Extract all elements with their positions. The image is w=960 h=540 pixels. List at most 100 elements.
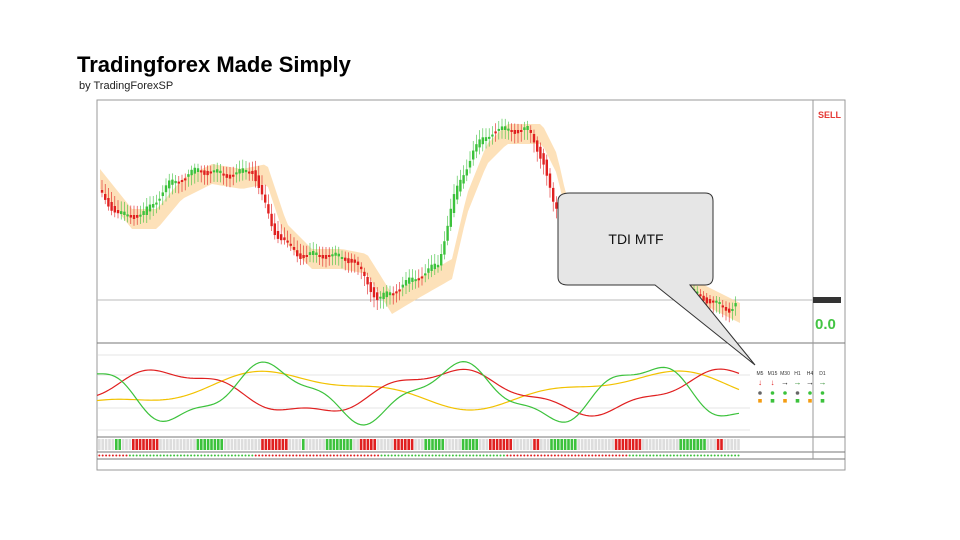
signal-bar <box>315 439 319 450</box>
signal-dot <box>356 454 359 457</box>
signal-bar <box>206 439 210 450</box>
candle <box>219 170 222 174</box>
signal-bar <box>373 439 376 450</box>
signal-dot <box>594 454 597 457</box>
candle <box>107 198 110 207</box>
candle <box>193 167 196 174</box>
signal-bar <box>166 439 169 450</box>
candle <box>305 255 308 257</box>
signal-dot <box>564 454 567 457</box>
signal-bar <box>458 439 461 450</box>
candle <box>126 214 129 217</box>
signal-bar <box>128 439 132 450</box>
signal-bar <box>359 439 363 450</box>
signal-bar <box>342 439 346 450</box>
signal-dot <box>557 454 560 457</box>
signal-bar <box>244 439 247 450</box>
signal-dot <box>547 454 550 457</box>
candle <box>196 168 200 172</box>
timeframe-label: M15 <box>768 371 778 377</box>
signal-dot <box>669 454 672 457</box>
signal-bar <box>495 439 499 450</box>
signal-bar <box>455 439 458 450</box>
signal-dot <box>404 454 407 457</box>
signal-bar <box>193 439 196 450</box>
candle <box>356 261 360 265</box>
candle <box>513 130 516 134</box>
candle <box>216 169 219 173</box>
signal-dot <box>577 454 580 457</box>
signal-bar <box>611 439 614 450</box>
signal-bar <box>281 439 285 450</box>
signal-bar <box>570 439 574 450</box>
signal-bar <box>421 439 424 450</box>
signal-dot <box>723 454 726 457</box>
signal-dot <box>574 454 577 457</box>
signal-dot <box>506 454 509 457</box>
signal-bar <box>499 439 502 450</box>
signal-bar <box>502 439 506 450</box>
signal-bar <box>716 439 720 450</box>
candle <box>443 241 446 255</box>
candle <box>203 170 206 175</box>
candle <box>209 171 212 174</box>
signal-bar <box>574 439 577 450</box>
signal-dot <box>271 454 274 457</box>
signal-dot <box>298 454 301 457</box>
signal-bar <box>393 439 397 450</box>
signal-bar <box>308 439 312 450</box>
candle <box>312 251 315 255</box>
signal-bar <box>257 439 261 450</box>
candle <box>385 291 388 298</box>
candle <box>257 175 260 188</box>
signal-dot <box>434 454 437 457</box>
signal-bar <box>390 439 393 450</box>
signal-bar <box>271 439 274 450</box>
signal-dot <box>128 454 131 457</box>
signal-dot <box>485 454 488 457</box>
signal-bar <box>438 439 441 450</box>
signal-bar <box>628 439 631 450</box>
signal-dot <box>679 454 682 457</box>
signal-dot <box>353 454 356 457</box>
candle <box>228 174 232 179</box>
candle <box>145 206 148 215</box>
signal-dot <box>122 454 125 457</box>
signal-bar <box>329 439 332 450</box>
signal-dot <box>489 454 492 457</box>
signal-bar <box>696 439 699 450</box>
candle <box>232 174 235 177</box>
signal-dot <box>346 454 349 457</box>
candle <box>340 256 344 259</box>
signal-dot <box>281 454 284 457</box>
candle <box>446 225 449 241</box>
candle <box>424 273 427 276</box>
signal-dot <box>118 454 121 457</box>
signal-dot <box>183 454 186 457</box>
status-dot <box>770 391 775 395</box>
signal-dot <box>275 454 278 457</box>
candle <box>200 170 203 173</box>
candle <box>289 243 292 246</box>
candle <box>523 127 526 130</box>
candle <box>507 128 510 131</box>
signal-dot <box>251 454 254 457</box>
signal-bar <box>427 439 431 450</box>
candle <box>388 292 392 296</box>
signal-dot <box>315 454 318 457</box>
signal-dot <box>230 454 233 457</box>
signal-dot <box>683 454 686 457</box>
signal-dot <box>438 454 441 457</box>
status-square <box>758 399 762 403</box>
candle <box>376 292 379 301</box>
signal-dot <box>713 454 716 457</box>
signal-dot <box>292 454 295 457</box>
signal-bar <box>730 439 733 450</box>
signal-dot <box>720 454 723 457</box>
candle <box>481 137 484 145</box>
signal-bar <box>713 439 716 450</box>
candle <box>548 173 552 188</box>
signal-dot <box>149 454 152 457</box>
signal-dot <box>111 454 114 457</box>
candle <box>484 137 488 141</box>
